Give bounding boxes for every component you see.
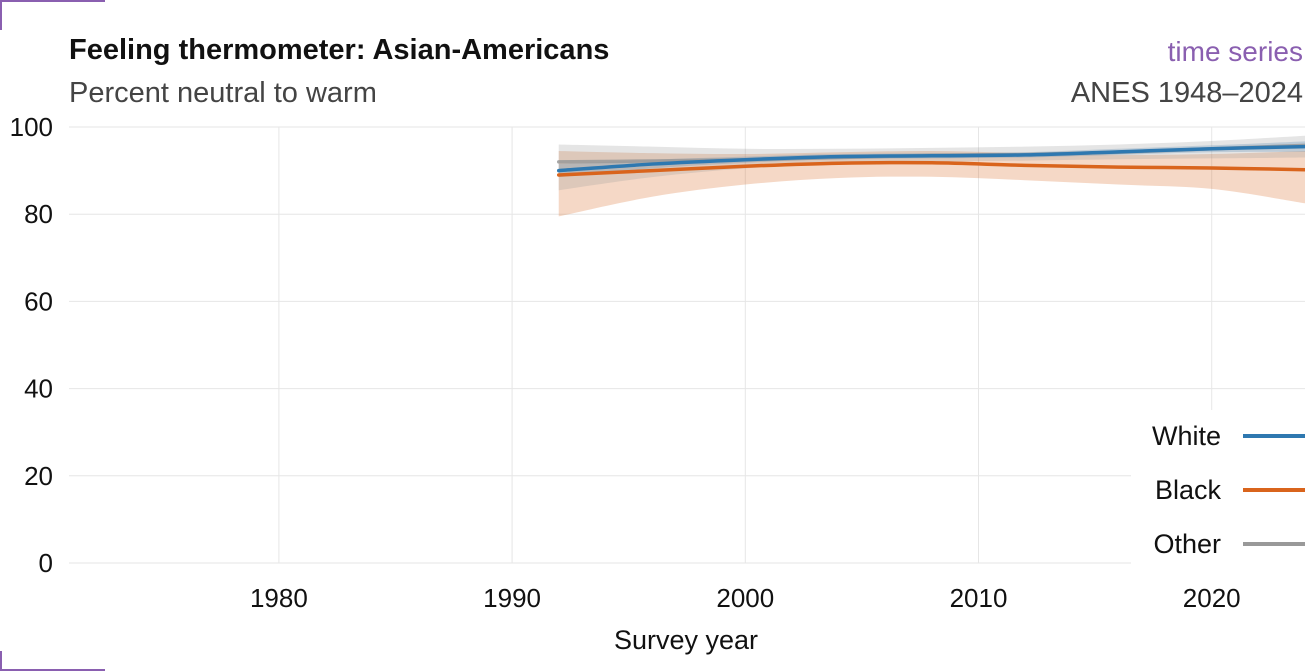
y-tick-label: 60 (24, 286, 53, 316)
x-tick-label: 1990 (483, 583, 541, 613)
series-line-white (556, 144, 1305, 173)
y-tick-label: 0 (39, 548, 53, 578)
top-left-corner-mark (0, 0, 105, 30)
axis-labels: 0 20 40 60 80 100 1980 1990 2000 2010 2020 (10, 112, 1241, 613)
x-tick-label: 2020 (1183, 583, 1241, 613)
x-tick-label: 2010 (950, 583, 1008, 613)
grid-layer (69, 126, 1305, 564)
y-tick-label: 20 (24, 461, 53, 491)
chart-title: Feeling thermometer: Asian-Americans (69, 34, 610, 66)
chart-subtitle: Percent neutral to warm (69, 77, 377, 109)
legend-label-black: Black (1155, 475, 1222, 505)
bottom-left-corner-mark (0, 651, 105, 671)
series-lines (556, 143, 1305, 177)
x-axis-title: Survey year (614, 625, 758, 655)
confidence-band-other (558, 135, 1305, 191)
legend: White Black Other (1152, 421, 1305, 559)
legend-label-other: Other (1153, 529, 1221, 559)
chart-type-tag: time series (1167, 36, 1303, 67)
legend-label-white: White (1152, 421, 1221, 451)
x-tick-label: 2000 (716, 583, 774, 613)
y-tick-label: 100 (10, 112, 53, 142)
series-line-black (556, 160, 1305, 177)
x-tick-label: 1980 (250, 583, 308, 613)
y-tick-label: 40 (24, 374, 53, 404)
data-source-label: ANES 1948–2024 (1070, 77, 1303, 109)
y-tick-label: 80 (24, 199, 53, 229)
